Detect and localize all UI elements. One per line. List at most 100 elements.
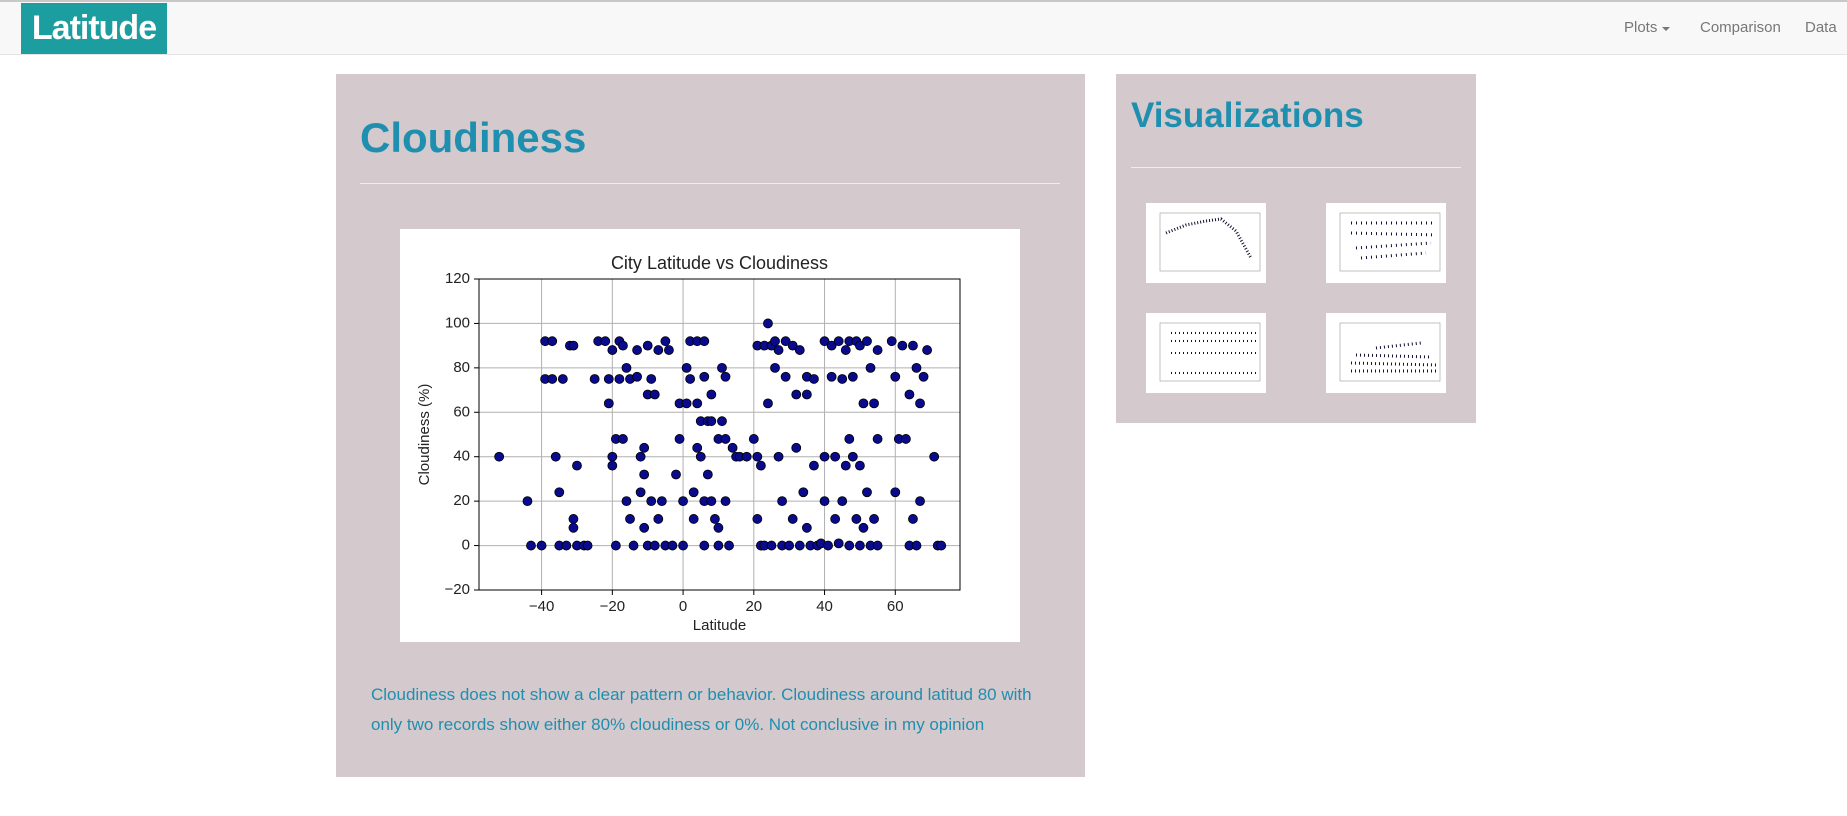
point (607, 451, 618, 462)
point (911, 362, 922, 373)
point (847, 371, 858, 382)
point (911, 540, 922, 551)
x-tick-label: 40 (816, 598, 833, 615)
point (649, 389, 660, 400)
point (724, 540, 734, 551)
y-axis-label: Cloudiness (%) (416, 384, 433, 486)
chart-title: City Latitude vs Cloudiness (611, 253, 828, 273)
point (671, 469, 681, 480)
x-tick-label: 60 (887, 598, 904, 615)
chart-image (400, 229, 1020, 642)
thumbnail[interactable] (1326, 313, 1446, 393)
point (713, 540, 724, 551)
nav-link[interactable]: Comparison (1700, 19, 1781, 36)
point (837, 496, 848, 507)
point (886, 336, 897, 347)
point (826, 371, 837, 382)
point (653, 514, 664, 524)
point (770, 362, 780, 373)
point (526, 540, 536, 551)
point (561, 540, 572, 551)
point (494, 451, 505, 462)
point (653, 345, 664, 355)
point (936, 540, 947, 551)
point (656, 496, 667, 507)
point (695, 451, 706, 462)
point (915, 398, 925, 409)
point (621, 362, 632, 373)
point (748, 434, 759, 444)
main-title: Cloudiness (360, 114, 587, 161)
point (607, 345, 618, 355)
point (568, 340, 579, 351)
point (798, 487, 809, 498)
point (791, 389, 802, 400)
point (568, 514, 579, 524)
thumbnail[interactable] (1326, 203, 1446, 283)
point (610, 540, 621, 551)
point (752, 514, 763, 524)
x-axis-label: Latitude (693, 617, 746, 634)
nav-link[interactable]: Data (1805, 19, 1837, 36)
point (826, 340, 837, 351)
point (837, 374, 848, 384)
thumbnail[interactable] (1146, 203, 1266, 283)
point (862, 487, 872, 498)
point (646, 374, 657, 384)
y-tick-label: 20 (453, 492, 470, 509)
point (600, 336, 611, 347)
point (869, 398, 879, 409)
point (872, 434, 883, 444)
point (639, 522, 650, 533)
point (862, 336, 872, 347)
nav-link[interactable]: Plots (1624, 19, 1658, 36)
point (699, 540, 710, 551)
description: Cloudiness does not show a clear pattern… (371, 685, 1032, 734)
x-tick-label: 20 (745, 598, 762, 615)
point (692, 442, 703, 453)
point (667, 540, 678, 551)
point (678, 496, 688, 507)
point (784, 540, 795, 551)
point (851, 514, 862, 524)
point (794, 345, 805, 355)
point (603, 374, 614, 384)
point (763, 398, 773, 409)
nav-plots[interactable]: Plots (1624, 19, 1670, 36)
caret (1661, 27, 1670, 31)
point (681, 362, 692, 373)
point (773, 345, 784, 355)
point (632, 345, 642, 355)
brand[interactable]: Latitude (21, 3, 167, 54)
point (819, 496, 830, 507)
point (720, 434, 731, 444)
point (840, 460, 851, 471)
point (713, 522, 724, 533)
point (794, 540, 805, 551)
point (706, 416, 717, 427)
point (865, 362, 876, 373)
point (710, 514, 720, 524)
y-tick-label: −20 (445, 581, 470, 598)
point (801, 389, 812, 400)
point (823, 540, 833, 551)
point (844, 434, 855, 444)
point (763, 318, 773, 329)
point (908, 514, 918, 524)
point (840, 345, 851, 355)
point (900, 434, 911, 444)
thumbnail[interactable] (1146, 313, 1266, 393)
point (752, 451, 763, 462)
point (741, 451, 752, 462)
thumb-plot (1159, 212, 1261, 272)
point (702, 469, 713, 480)
point (681, 398, 692, 409)
point (618, 434, 628, 444)
y-tick-label: 100 (445, 314, 470, 331)
point (522, 496, 533, 507)
point (929, 451, 940, 462)
point (908, 340, 918, 351)
point (685, 374, 696, 384)
sidebar: Visualizations (1116, 74, 1476, 423)
